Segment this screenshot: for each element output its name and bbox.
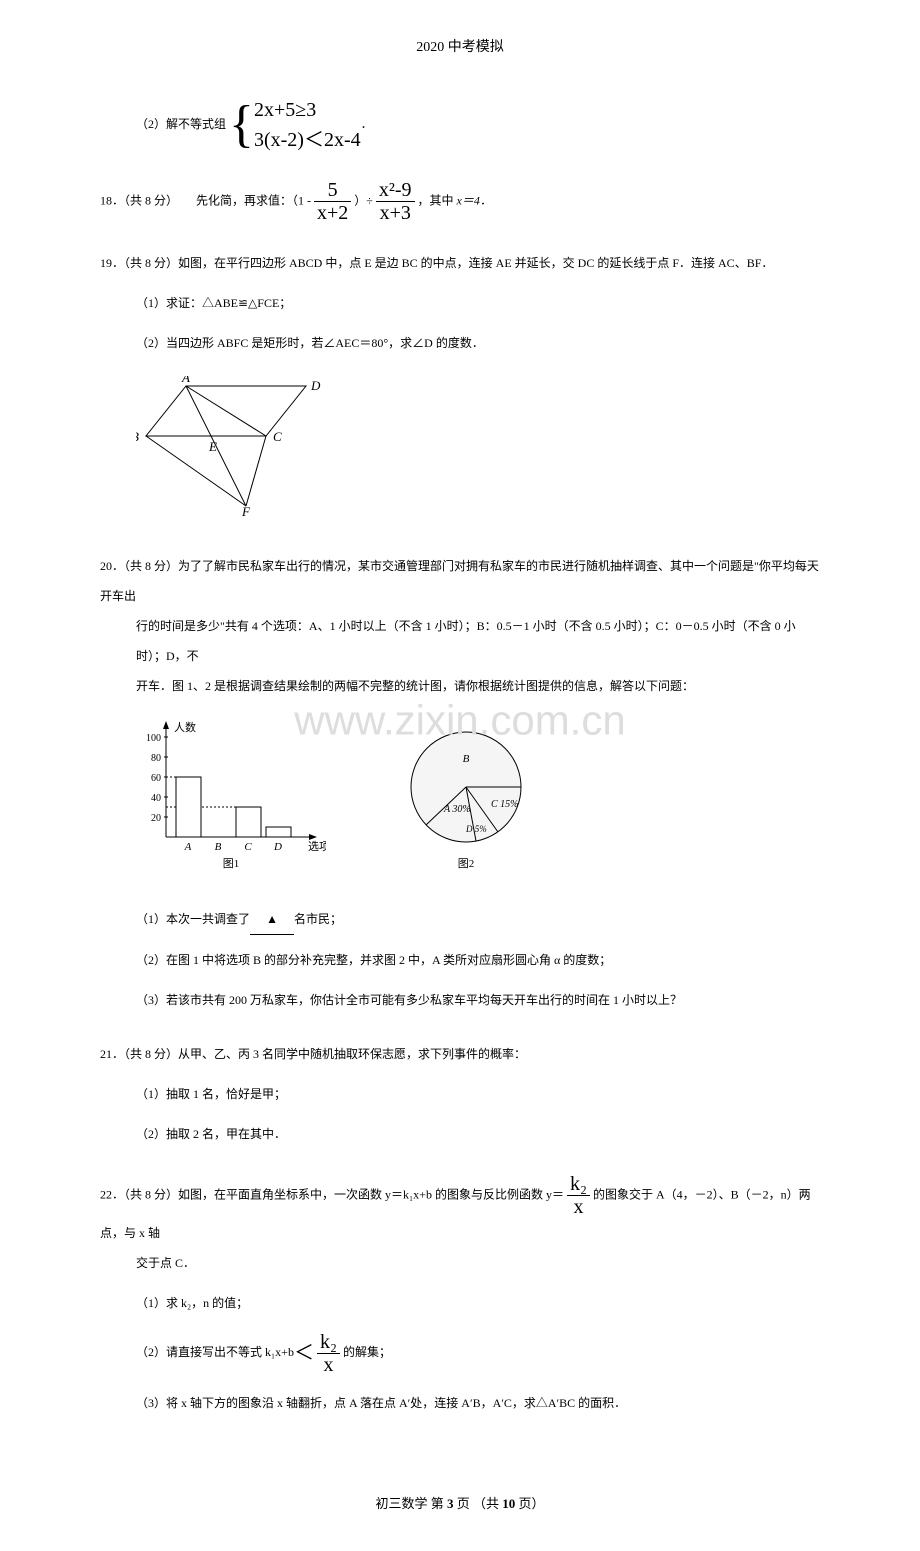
geometry-figure: A D B C E F (136, 376, 820, 527)
q21-s2: （2）抽取 2 名，甲在其中． (100, 1119, 820, 1149)
q19-s2: （2）当四边形 ABFC 是矩形时，若∠AEC＝80°，求∠D 的度数． (100, 328, 820, 358)
svg-text:A 30%: A 30% (443, 804, 471, 815)
q20: 20．（共 8 分）为了了解市民私家车出行的情况，某市交通管理部门对拥有私家车的… (100, 551, 820, 888)
q22-s2-frac: k₂ x (317, 1331, 340, 1376)
svg-text:60: 60 (151, 773, 161, 784)
q21: 21．（共 8 分）从甲、乙、丙 3 名同学中随机抽取环保志愿，求下列事件的概率… (100, 1039, 820, 1069)
q18-frac1: 5 x+2 (314, 179, 351, 224)
q20-s1: （1）本次一共调查了▲名市民； (100, 904, 820, 935)
q19-s1: （1）求证：△ABE≌△FCE； (100, 288, 820, 318)
q20-s2: （2）在图 1 中将选项 B 的部分补充完整，并求图 2 中，A 类所对应扇形圆… (100, 945, 820, 975)
svg-text:图2: 图2 (458, 857, 475, 870)
svg-text:100: 100 (146, 733, 161, 744)
q18-mid: ）÷ (354, 193, 373, 207)
svg-text:D 5%: D 5% (465, 824, 487, 834)
svg-text:B: B (463, 753, 470, 765)
svg-text:B: B (136, 429, 139, 444)
ineq-line2: 3(x-2)＜2x-4 (254, 129, 361, 151)
q21-s1: （1）抽取 1 名，恰好是甲； (100, 1079, 820, 1109)
svg-text:80: 80 (151, 753, 161, 764)
q22-c: 交于点 C． (100, 1248, 820, 1278)
q19: 19．（共 8 分）如图，在平行四边形 ABCD 中，点 E 是边 BC 的中点… (100, 248, 820, 278)
q20-s3: （3）若该市共有 200 万私家车，你估计全市可能有多少私家车平均每天开车出行的… (100, 985, 820, 1015)
pie-chart: B A 30% C 15% D 5% 图2 (396, 717, 546, 888)
page-footer: 初三数学 第 3 页 （共 10 页） (100, 1488, 820, 1521)
svg-text:选项: 选项 (308, 840, 326, 853)
svg-text:C: C (244, 841, 252, 853)
ineq-line1: 2x+5≥3 (254, 99, 316, 121)
svg-text:图1: 图1 (223, 857, 240, 870)
page-header: 2020 中考模拟 (100, 30, 820, 65)
q22-s3: （3）将 x 轴下方的图象沿 x 轴翻折，点 A 落在点 A′处，连接 A′B，… (100, 1388, 820, 1418)
svg-text:F: F (241, 504, 251, 516)
svg-text:B: B (215, 841, 222, 853)
svg-text:A: A (181, 376, 190, 385)
inequality-system: { 2x+5≥3 3(x-2)＜2x-4 (229, 95, 361, 155)
blank-fill: ▲ (250, 904, 294, 935)
q22: 22．（共 8 分）如图，在平面直角坐标系中，一次函数 y＝k₁x+b 的图象与… (100, 1173, 820, 1248)
svg-text:A: A (184, 841, 192, 853)
q18-xeq: x＝4． (457, 193, 492, 207)
q18-tail: ，其中 (418, 193, 454, 207)
q22-s2: （2）请直接写出不等式 k₁x+b＜ k₂ x 的解集； (100, 1328, 820, 1378)
svg-text:40: 40 (151, 793, 161, 804)
q20-l3: 开车．图 1、2 是根据调查结果绘制的两幅不完整的统计图，请你根据统计图提供的信… (100, 671, 820, 701)
svg-text:人数: 人数 (174, 721, 196, 734)
q18-frac2: x²-9 x+3 (376, 179, 415, 224)
svg-text:C: C (273, 429, 282, 444)
q17-sub2-label: （2）解不等式组 (100, 117, 226, 131)
q22-frac: k₂ x (567, 1173, 590, 1218)
svg-text:D: D (273, 841, 282, 853)
q18-prefix: 18．（共 8 分） 先化简，再求值：（1 - (100, 193, 311, 207)
q20-l1: 20．（共 8 分）为了了解市民私家车出行的情况，某市交通管理部门对拥有私家车的… (100, 551, 820, 611)
svg-text:20: 20 (151, 813, 161, 824)
svg-text:E: E (208, 439, 217, 454)
q20-l2: 行的时间是多少"共有 4 个选项：A、1 小时以上（不含 1 小时）；B：0.5… (100, 611, 820, 671)
bar-chart: 人数 100 80 60 40 20 A B C D 选项 (136, 717, 326, 888)
q18: 18．（共 8 分） 先化简，再求值：（1 - 5 x+2 ）÷ x²-9 x+… (100, 179, 820, 224)
q17-part2: （2）解不等式组 { 2x+5≥3 3(x-2)＜2x-4 ． (100, 95, 820, 155)
svg-text:D: D (310, 378, 321, 393)
q22-s1: （1）求 k₂，n 的值； (100, 1288, 820, 1318)
svg-text:C 15%: C 15% (491, 799, 519, 810)
